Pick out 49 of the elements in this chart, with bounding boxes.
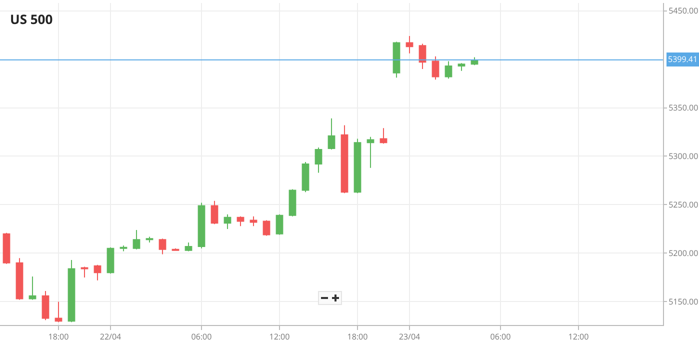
- y-tick-label: 5350.00: [668, 102, 699, 114]
- candlestick: [432, 56, 440, 80]
- candlestick: [302, 162, 310, 193]
- candlestick: [314, 147, 322, 174]
- candlestick: [132, 229, 140, 250]
- candlestick: [54, 301, 62, 323]
- y-tick-label: 5300.00: [668, 151, 699, 162]
- candlestick: [80, 266, 88, 278]
- candlestick: [120, 244, 128, 252]
- y-tick-label: 5250.00: [668, 200, 699, 211]
- candlestick: [288, 188, 296, 217]
- candlestick: [458, 62, 466, 72]
- candlestick: [28, 276, 36, 300]
- candlestick: [366, 136, 374, 168]
- candlestick: [224, 214, 232, 230]
- x-tick-label: 12:00: [269, 332, 290, 343]
- y-tick-label: 5150.00: [668, 296, 699, 308]
- x-tick-label: 18:00: [347, 332, 368, 343]
- x-tick-label: 22/04: [100, 332, 122, 343]
- y-tick-label: 5450.00: [668, 6, 699, 17]
- candlestick: [262, 220, 270, 236]
- candlestick: [406, 35, 414, 54]
- candlestick: [68, 260, 76, 323]
- candlestick: [210, 200, 218, 225]
- candlestick: [328, 118, 336, 150]
- x-tick-label: 06:00: [490, 332, 512, 343]
- candlestick: [16, 258, 24, 300]
- candlestick: [146, 236, 154, 244]
- ref-line-label: 5399.41: [668, 54, 698, 65]
- candlestick: [158, 238, 166, 255]
- candlestick: [418, 43, 426, 70]
- candlestick: [354, 138, 362, 194]
- candlestick: [42, 290, 50, 321]
- x-tick-label: 12:00: [568, 332, 590, 343]
- y-tick-label: 5200.00: [668, 248, 699, 260]
- x-tick-label: 23/04: [398, 332, 421, 343]
- candlestick: [94, 264, 102, 281]
- x-tick-label: 06:00: [191, 332, 212, 343]
- candlestick: [340, 124, 348, 194]
- text: US 500: [10, 10, 53, 28]
- x-tick-label: 18:00: [48, 332, 70, 343]
- candlestick: [198, 202, 206, 249]
- candlestick: [184, 242, 192, 252]
- candlestick: [276, 214, 284, 236]
- candlestick: [2, 232, 10, 264]
- candlestick: [106, 246, 114, 274]
- candlestick: [392, 41, 400, 78]
- candlestick: [444, 60, 452, 80]
- candlestick: [380, 128, 388, 144]
